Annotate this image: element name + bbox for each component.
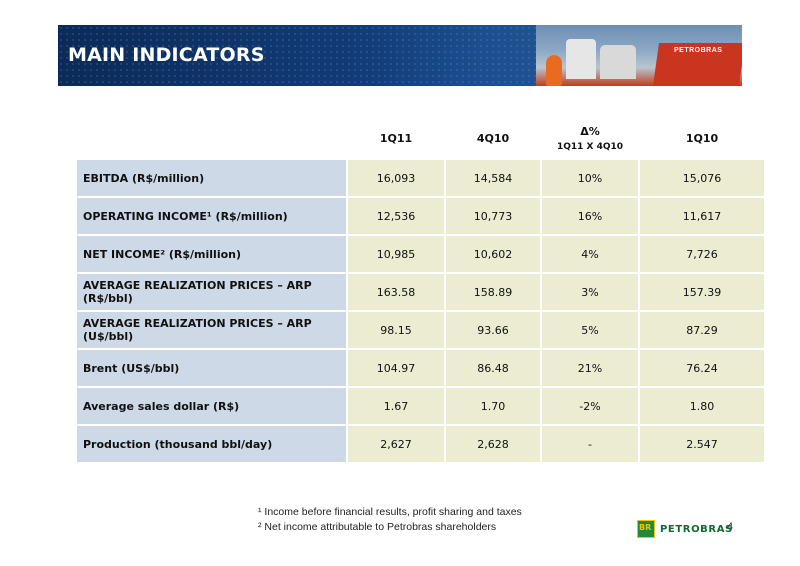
worker-figure [546, 55, 562, 86]
page-title: MAIN INDICATORS [68, 44, 265, 66]
column-header-1q10: 1Q10 [640, 118, 764, 158]
header-corner [77, 118, 346, 158]
cell-value: 1.70 [446, 388, 540, 424]
cell-value: 16,093 [348, 160, 444, 196]
cell-value: 14,584 [446, 160, 540, 196]
row-label: NET INCOME² (R$/million) [77, 236, 346, 272]
cell-value: 104.97 [348, 350, 444, 386]
table-row: AVERAGE REALIZATION PRICES – ARP (U$/bbl… [77, 312, 764, 348]
cell-value: 10,773 [446, 198, 540, 234]
row-label: Production (thousand bbl/day) [77, 426, 346, 462]
logo-wordmark: PETROBRAS [660, 523, 733, 535]
column-header-1q11: 1Q11 [348, 118, 444, 158]
footnote-2: ² Net income attributable to Petrobras s… [258, 521, 497, 533]
cell-value: 10% [542, 160, 638, 196]
storage-tank [600, 45, 636, 79]
indicators-table: 1Q11 4Q10 Δ% 1Q11 X 4Q10 1Q10 EBITDA (R$/… [75, 116, 766, 464]
table-row: Production (thousand bbl/day) 2,627 2,62… [77, 426, 764, 462]
cell-value: 16% [542, 198, 638, 234]
cell-value: 5% [542, 312, 638, 348]
cell-value: 2,628 [446, 426, 540, 462]
cell-value: 1.67 [348, 388, 444, 424]
petrobras-logo: PETROBRAS [637, 520, 733, 538]
footnote-1: ¹ Income before financial results, profi… [258, 506, 522, 518]
cell-value: 1.80 [640, 388, 764, 424]
row-label: OPERATING INCOME¹ (R$/million) [77, 198, 346, 234]
cell-value: 3% [542, 274, 638, 310]
cell-value: 2.547 [640, 426, 764, 462]
row-label: Brent (US$/bbl) [77, 350, 346, 386]
table-row: Average sales dollar (R$) 1.67 1.70 -2% … [77, 388, 764, 424]
cell-value: 86.48 [446, 350, 540, 386]
table-row: Brent (US$/bbl) 104.97 86.48 21% 76.24 [77, 350, 764, 386]
cell-value: 163.58 [348, 274, 444, 310]
cell-value: -2% [542, 388, 638, 424]
cell-value: 12,536 [348, 198, 444, 234]
cell-value: 87.29 [640, 312, 764, 348]
cell-value: 11,617 [640, 198, 764, 234]
table-row: EBITDA (R$/million) 16,093 14,584 10% 15… [77, 160, 764, 196]
table-row: OPERATING INCOME¹ (R$/million) 12,536 10… [77, 198, 764, 234]
storage-tank [566, 39, 596, 79]
row-label: AVERAGE REALIZATION PRICES – ARP (U$/bbl… [77, 312, 346, 348]
cell-value: 2,627 [348, 426, 444, 462]
column-subheader-delta: 1Q11 X 4Q10 [556, 141, 624, 152]
column-header-delta: Δ% 1Q11 X 4Q10 [542, 118, 638, 158]
cell-value: 7,726 [640, 236, 764, 272]
cell-value: 98.15 [348, 312, 444, 348]
page-number: 4 [727, 521, 734, 533]
cell-value: 10,602 [446, 236, 540, 272]
cell-value: 4% [542, 236, 638, 272]
cell-value: 15,076 [640, 160, 764, 196]
row-label: AVERAGE REALIZATION PRICES – ARP (R$/bbl… [77, 274, 346, 310]
footnotes: ¹ Income before financial results, profi… [258, 505, 522, 535]
table-row: NET INCOME² (R$/million) 10,985 10,602 4… [77, 236, 764, 272]
row-label: EBITDA (R$/million) [77, 160, 346, 196]
br-logo-icon [637, 520, 655, 538]
cell-value: - [542, 426, 638, 462]
table-row: AVERAGE REALIZATION PRICES – ARP (R$/bbl… [77, 274, 764, 310]
cell-value: 10,985 [348, 236, 444, 272]
cell-value: 76.24 [640, 350, 764, 386]
row-label: Average sales dollar (R$) [77, 388, 346, 424]
header-photo: PETROBRAS [536, 25, 742, 86]
cell-value: 21% [542, 350, 638, 386]
header-banner: MAIN INDICATORS PETROBRAS [58, 25, 742, 86]
column-header-4q10: 4Q10 [446, 118, 540, 158]
cell-value: 158.89 [446, 274, 540, 310]
cell-value: 93.66 [446, 312, 540, 348]
table-header-row: 1Q11 4Q10 Δ% 1Q11 X 4Q10 1Q10 [77, 118, 764, 158]
ship-brand-text: PETROBRAS [674, 47, 723, 54]
cell-value: 157.39 [640, 274, 764, 310]
